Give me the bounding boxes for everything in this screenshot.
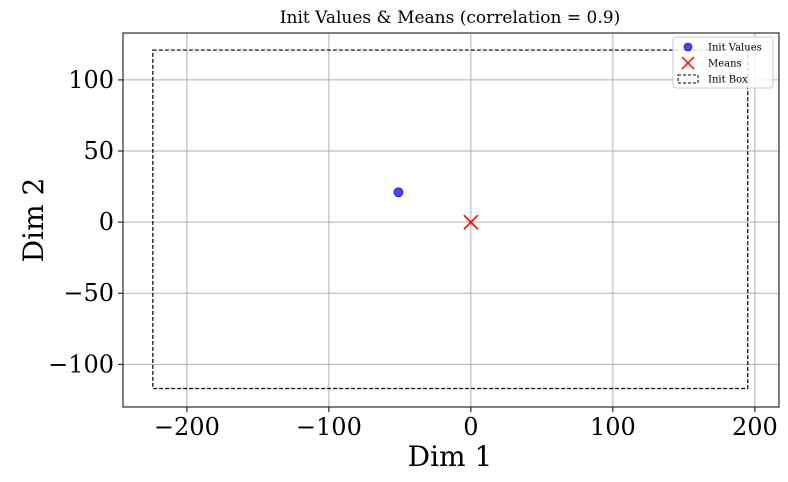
x-tick-label: 100 <box>590 413 636 441</box>
y-tick-label: 100 <box>68 66 114 94</box>
legend-init-values-marker <box>683 42 693 52</box>
x-tick-label: 200 <box>732 413 778 441</box>
legend: Init Values Means Init Box <box>672 36 774 89</box>
y-axis-label: Dim 2 <box>17 178 50 263</box>
y-tick-label: 50 <box>83 137 114 165</box>
grid <box>123 33 779 407</box>
x-axis-label: Dim 1 <box>408 440 493 473</box>
legend-label: Init Box <box>708 75 748 86</box>
x-tick-label: −200 <box>154 413 220 441</box>
legend-label: Init Values <box>708 43 762 54</box>
axis-ticks: −200 −100 0 100 200 −100 −50 0 50 100 <box>48 66 778 441</box>
plot-frame <box>122 32 780 408</box>
y-tick-label: 0 <box>99 208 114 236</box>
y-tick-label: −50 <box>63 279 114 307</box>
x-tick-label: −100 <box>296 413 362 441</box>
chart-title: Init Values & Means (correlation = 0.9) <box>280 8 620 28</box>
legend-means-marker <box>681 56 695 70</box>
plot-area <box>152 49 749 390</box>
init-value-point <box>393 187 404 198</box>
legend-init-box-marker <box>677 74 699 84</box>
legend-label: Means <box>708 59 742 70</box>
y-tick-label: −100 <box>48 350 114 378</box>
init-box <box>152 49 749 390</box>
x-tick-label: 0 <box>463 413 478 441</box>
means-marker <box>463 214 479 230</box>
